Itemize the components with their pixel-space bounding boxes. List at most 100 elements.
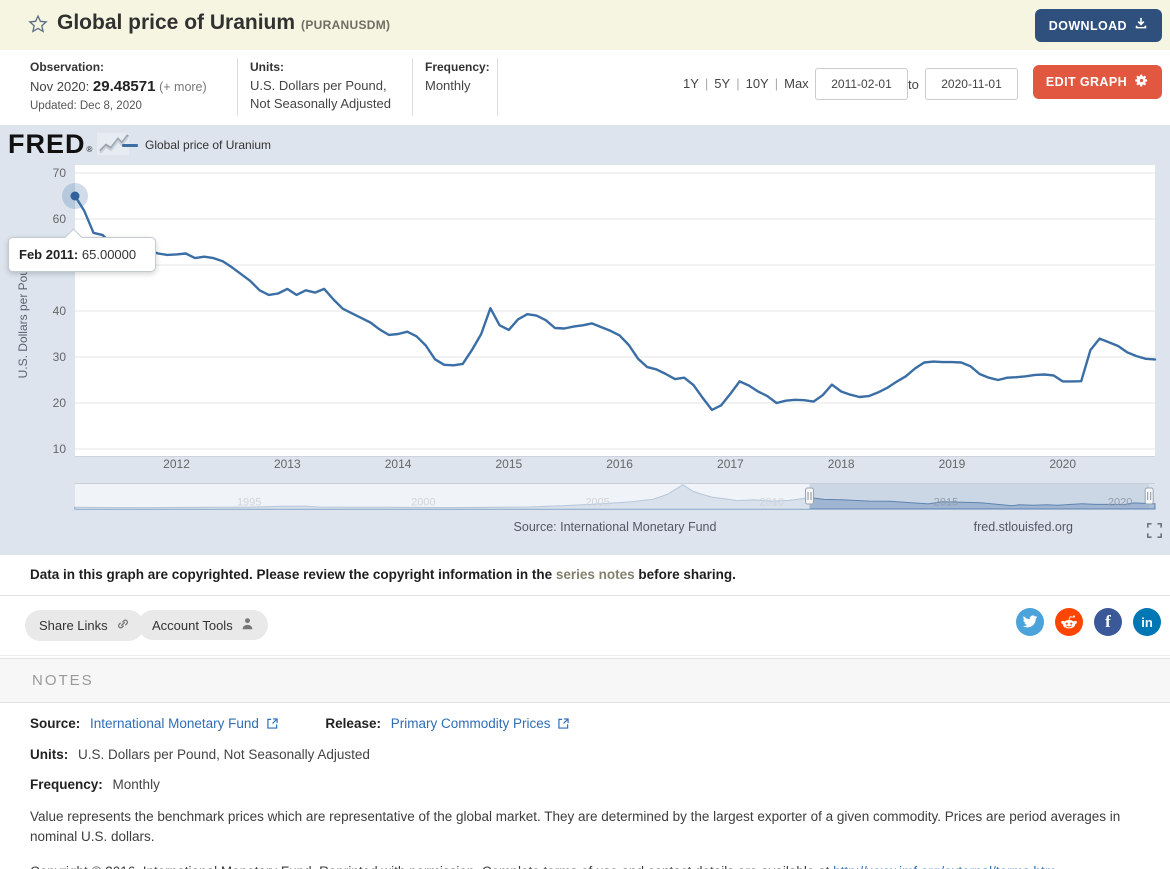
fullscreen-icon[interactable] (1147, 523, 1163, 539)
svg-text:40: 40 (53, 304, 67, 318)
units-label: Units: (250, 60, 284, 74)
linkedin-icon[interactable]: in (1133, 608, 1161, 636)
fred-wordmark: FRED (8, 129, 86, 159)
date-to-input[interactable] (925, 68, 1018, 100)
person-icon (241, 617, 254, 633)
release-link[interactable]: Primary Commodity Prices (390, 716, 551, 731)
notes-bar: NOTES (0, 658, 1170, 703)
svg-text:2016: 2016 (606, 457, 633, 471)
navigator-chart[interactable]: 199520002005201020152020 (0, 480, 1170, 514)
gear-icon (1134, 73, 1149, 91)
observation-label: Observation: (30, 60, 105, 74)
legend-item[interactable]: Global price of Uranium (122, 138, 271, 152)
date-from-input[interactable] (815, 68, 908, 100)
frequency-block: Frequency: Monthly (425, 60, 495, 95)
range-preset-max[interactable]: Max (784, 76, 809, 91)
chart-footer: Source: International Monetary Fund fred… (75, 520, 1162, 550)
svg-text:70: 70 (53, 166, 67, 180)
share-row: Share Links Account Tools f in (0, 596, 1170, 656)
svg-text:2015: 2015 (495, 457, 522, 471)
range-presets: 1Y | 5Y | 10Y | Max (683, 76, 809, 91)
edit-graph-button[interactable]: EDIT GRAPH (1032, 65, 1162, 99)
chart-region: FRED ® Global price of Uranium U.S. Doll… (0, 125, 1170, 555)
svg-text:60: 60 (53, 212, 67, 226)
external-link-icon (266, 717, 278, 732)
facebook-icon[interactable]: f (1094, 608, 1122, 636)
observation-block: Observation: Nov 2020: 29.48571 (+ more)… (30, 60, 235, 112)
notes-heading: NOTES (32, 672, 94, 689)
main-chart[interactable]: 1020304050607020122013201420152016201720… (0, 165, 1170, 477)
notes-source-label: Source: (30, 716, 81, 731)
source-link[interactable]: International Monetary Fund (90, 716, 259, 731)
legend-line-swatch (122, 143, 138, 147)
svg-text:2015: 2015 (934, 497, 958, 509)
link-chain-icon (116, 617, 130, 634)
range-preset-1y[interactable]: 1Y (683, 76, 699, 91)
navigator-handle-left[interactable] (805, 487, 815, 505)
svg-text:2019: 2019 (939, 457, 966, 471)
header: Global price of Uranium (PURANUSDM) DOWNL… (0, 0, 1170, 50)
separator: | (736, 76, 740, 91)
copyright-bar: Data in this graph are copyrighted. Plea… (0, 555, 1170, 596)
fred-logo[interactable]: FRED ® (8, 131, 131, 162)
units-block: Units: U.S. Dollars per Pound, Not Seaso… (250, 60, 410, 112)
notes-units-value: U.S. Dollars per Pound, Not Seasonally A… (78, 747, 370, 762)
series-notes-link[interactable]: series notes (555, 567, 635, 582)
svg-text:2013: 2013 (274, 457, 301, 471)
svg-text:30: 30 (53, 350, 67, 364)
download-icon (1134, 17, 1148, 34)
meta-row: Observation: Nov 2020: 29.48571 (+ more)… (0, 50, 1170, 125)
separator: | (774, 76, 779, 91)
divider (412, 58, 413, 116)
notes-description: Value represents the benchmark prices wh… (30, 809, 1121, 844)
notes-frequency-label: Frequency: (30, 777, 103, 792)
svg-text:10: 10 (53, 442, 67, 456)
notes-release-label: Release: (325, 716, 381, 731)
svg-text:2020: 2020 (1108, 497, 1132, 509)
site-url: fred.stlouisfed.org (973, 520, 1073, 534)
notes-frequency-value: Monthly (112, 777, 160, 792)
navigator-handle-right[interactable] (1144, 487, 1154, 505)
updated-date: Updated: Dec 8, 2020 (30, 100, 142, 113)
svg-text:2014: 2014 (385, 457, 412, 471)
range-preset-10y[interactable]: 10Y (745, 76, 769, 91)
svg-text:20: 20 (53, 396, 67, 410)
svg-text:2018: 2018 (828, 457, 855, 471)
observation-value: 29.48571 (92, 78, 156, 95)
divider (497, 58, 498, 116)
units-line1: U.S. Dollars per Pound, (250, 78, 387, 93)
legend-label: Global price of Uranium (145, 138, 272, 152)
share-links-button[interactable]: Share Links (25, 610, 144, 641)
observation-date: Nov 2020: (30, 79, 90, 94)
separator: | (704, 76, 709, 91)
chart-tooltip: Feb 2011: 65.00000 (8, 228, 156, 272)
tooltip-value: 65.00000 (81, 247, 137, 262)
account-tools-button[interactable]: Account Tools (138, 610, 268, 640)
notes-units-label: Units: (30, 747, 69, 762)
notes-content: Source: International Monetary Fund Rele… (30, 716, 1142, 869)
frequency-value: Monthly (425, 78, 471, 93)
chart-source: Source: International Monetary Fund (513, 520, 717, 534)
svg-text:2020: 2020 (1049, 457, 1076, 471)
registered-mark: ® (86, 145, 93, 154)
series-id: (PURANUSDM) (301, 18, 391, 32)
more-observations-link[interactable]: (+ more) (159, 80, 207, 94)
reddit-icon[interactable] (1055, 608, 1083, 636)
notes-copyright: Copyright © 2016, International Monetary… (30, 862, 1142, 869)
twitter-icon[interactable] (1016, 608, 1044, 636)
svg-text:2017: 2017 (717, 457, 744, 471)
imf-terms-link[interactable]: http://www.imf.org/external/terms.htm (833, 864, 1056, 869)
external-link-icon (558, 717, 569, 732)
range-preset-5y[interactable]: 5Y (714, 76, 731, 91)
fred-squiggle-icon (97, 131, 131, 162)
units-line2: Not Seasonally Adjusted (250, 95, 391, 111)
frequency-label: Frequency: (425, 60, 490, 74)
copyright-text: Data in this graph are copyrighted. Plea… (30, 567, 556, 582)
page-title: Global price of Uranium (PURANUSDM) (57, 11, 391, 34)
date-range-to-label: to (908, 77, 919, 92)
divider (237, 58, 238, 116)
download-button[interactable]: DOWNLOAD (1034, 9, 1162, 42)
tooltip-date: Feb 2011: (19, 247, 79, 262)
favorite-star-icon[interactable] (28, 14, 48, 34)
